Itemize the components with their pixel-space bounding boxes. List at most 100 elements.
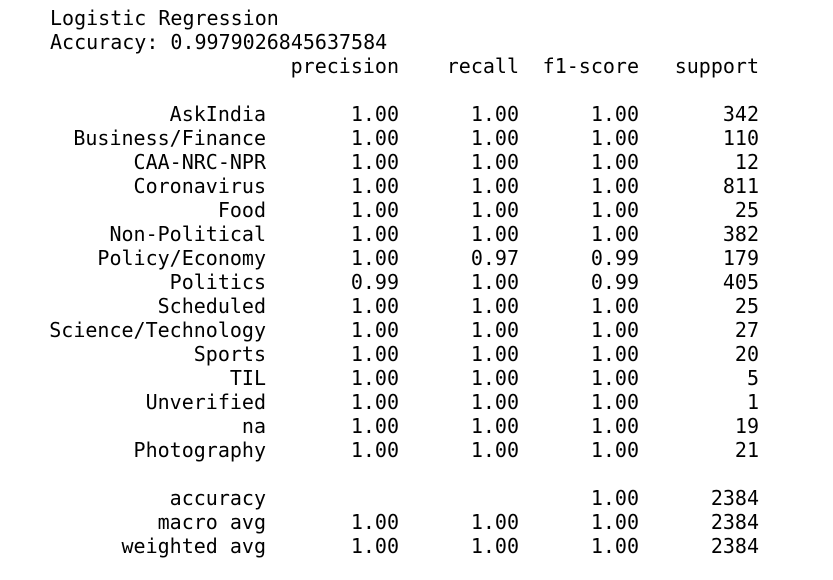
- precision-value: 1.00: [351, 534, 399, 558]
- table-row: Science/Technology 1.00 1.00 1.00 27: [50, 318, 770, 342]
- spacer: [50, 462, 770, 486]
- f1-score-value: 1.00: [591, 294, 639, 318]
- support-value: 2384: [711, 534, 759, 558]
- recall-value: 1.00: [471, 438, 519, 462]
- recall-value: 1.00: [471, 174, 519, 198]
- f1-score-value: 1.00: [591, 342, 639, 366]
- table-row: Scheduled 1.00 1.00 1.00 25: [50, 294, 770, 318]
- support-value: 27: [735, 318, 759, 342]
- f1-score-value: 1.00: [591, 102, 639, 126]
- support-value: 25: [735, 294, 759, 318]
- table-row: AskIndia 1.00 1.00 1.00 342: [50, 102, 770, 126]
- table-row: Coronavirus 1.00 1.00 1.00 811: [50, 174, 770, 198]
- precision-value: 1.00: [351, 126, 399, 150]
- precision-value: 1.00: [351, 174, 399, 198]
- precision-value: 1.00: [351, 510, 399, 534]
- model-title: Logistic Regression: [50, 6, 770, 30]
- row-label: Coronavirus: [134, 174, 266, 198]
- row-label: accuracy: [170, 486, 266, 510]
- recall-value: 1.00: [471, 270, 519, 294]
- column-header-precision: precision: [291, 54, 399, 78]
- f1-score-value: 1.00: [591, 510, 639, 534]
- row-label: Non-Political: [109, 222, 266, 246]
- support-value: 20: [735, 342, 759, 366]
- support-value: 12: [735, 150, 759, 174]
- classification-report: Logistic Regression Accuracy: 0.99790268…: [50, 6, 770, 558]
- table-row: CAA-NRC-NPR 1.00 1.00 1.00 12: [50, 150, 770, 174]
- row-label: Sports: [194, 342, 266, 366]
- f1-score-value: 1.00: [591, 222, 639, 246]
- table-row: accuracy 1.00 2384: [50, 486, 770, 510]
- accuracy-line: Accuracy: 0.9979026845637584: [50, 30, 770, 54]
- recall-value: 1.00: [471, 294, 519, 318]
- class-rows: AskIndia 1.00 1.00 1.00 342 Business/Finance 1…: [50, 102, 770, 462]
- column-header-support: support: [675, 54, 759, 78]
- recall-value: 1.00: [471, 510, 519, 534]
- row-label: Scheduled: [158, 294, 266, 318]
- recall-value: 1.00: [471, 414, 519, 438]
- support-value: 19: [735, 414, 759, 438]
- f1-score-value: 1.00: [591, 174, 639, 198]
- precision-value: 1.00: [351, 246, 399, 270]
- column-header-row: precision recall f1-score support: [50, 54, 770, 78]
- support-value: 25: [735, 198, 759, 222]
- table-row: Photography 1.00 1.00 1.00 21: [50, 438, 770, 462]
- row-label: Science/Technology: [49, 318, 266, 342]
- row-label: Business/Finance: [73, 126, 266, 150]
- f1-score-value: 1.00: [591, 318, 639, 342]
- column-header-recall: recall: [447, 54, 519, 78]
- support-value: 405: [723, 270, 759, 294]
- row-label: TIL: [230, 366, 266, 390]
- support-value: 1: [747, 390, 759, 414]
- support-value: 5: [747, 366, 759, 390]
- precision-value: 1.00: [351, 390, 399, 414]
- row-label: weighted avg: [122, 534, 267, 558]
- row-label: Policy/Economy: [97, 246, 266, 270]
- row-label: macro avg: [158, 510, 266, 534]
- precision-value: 1.00: [351, 102, 399, 126]
- row-label: Photography: [134, 438, 266, 462]
- f1-score-value: 1.00: [591, 534, 639, 558]
- recall-value: 1.00: [471, 198, 519, 222]
- f1-score-value: 0.99: [591, 246, 639, 270]
- support-value: 2384: [711, 510, 759, 534]
- f1-score-value: 1.00: [591, 438, 639, 462]
- precision-value: 1.00: [351, 318, 399, 342]
- precision-value: 1.00: [351, 438, 399, 462]
- spacer: [50, 78, 770, 102]
- support-value: 342: [723, 102, 759, 126]
- recall-value: 1.00: [471, 366, 519, 390]
- precision-value: 1.00: [351, 150, 399, 174]
- f1-score-value: 1.00: [591, 486, 639, 510]
- precision-value: 1.00: [351, 198, 399, 222]
- recall-value: 1.00: [471, 150, 519, 174]
- precision-value: 1.00: [351, 366, 399, 390]
- f1-score-value: 1.00: [591, 150, 639, 174]
- support-value: 110: [723, 126, 759, 150]
- row-label: Unverified: [146, 390, 266, 414]
- support-value: 382: [723, 222, 759, 246]
- recall-value: 0.97: [471, 246, 519, 270]
- recall-value: 1.00: [471, 534, 519, 558]
- table-row: na 1.00 1.00 1.00 19: [50, 414, 770, 438]
- table-row: Non-Political 1.00 1.00 1.00 382: [50, 222, 770, 246]
- f1-score-value: 0.99: [591, 270, 639, 294]
- recall-value: 1.00: [471, 318, 519, 342]
- f1-score-value: 1.00: [591, 390, 639, 414]
- row-label: AskIndia: [170, 102, 266, 126]
- precision-value: 0.99: [351, 270, 399, 294]
- row-label: Food: [218, 198, 266, 222]
- recall-value: 1.00: [471, 102, 519, 126]
- support-value: 2384: [711, 486, 759, 510]
- support-value: 179: [723, 246, 759, 270]
- f1-score-value: 1.00: [591, 198, 639, 222]
- table-row: Food 1.00 1.00 1.00 25: [50, 198, 770, 222]
- table-row: Politics 0.99 1.00 0.99 405: [50, 270, 770, 294]
- table-row: Sports 1.00 1.00 1.00 20: [50, 342, 770, 366]
- f1-score-value: 1.00: [591, 366, 639, 390]
- precision-value: 1.00: [351, 414, 399, 438]
- table-row: macro avg 1.00 1.00 1.00 2384: [50, 510, 770, 534]
- row-label: CAA-NRC-NPR: [134, 150, 266, 174]
- row-label: Politics: [170, 270, 266, 294]
- table-row: Policy/Economy 1.00 0.97 0.99 179: [50, 246, 770, 270]
